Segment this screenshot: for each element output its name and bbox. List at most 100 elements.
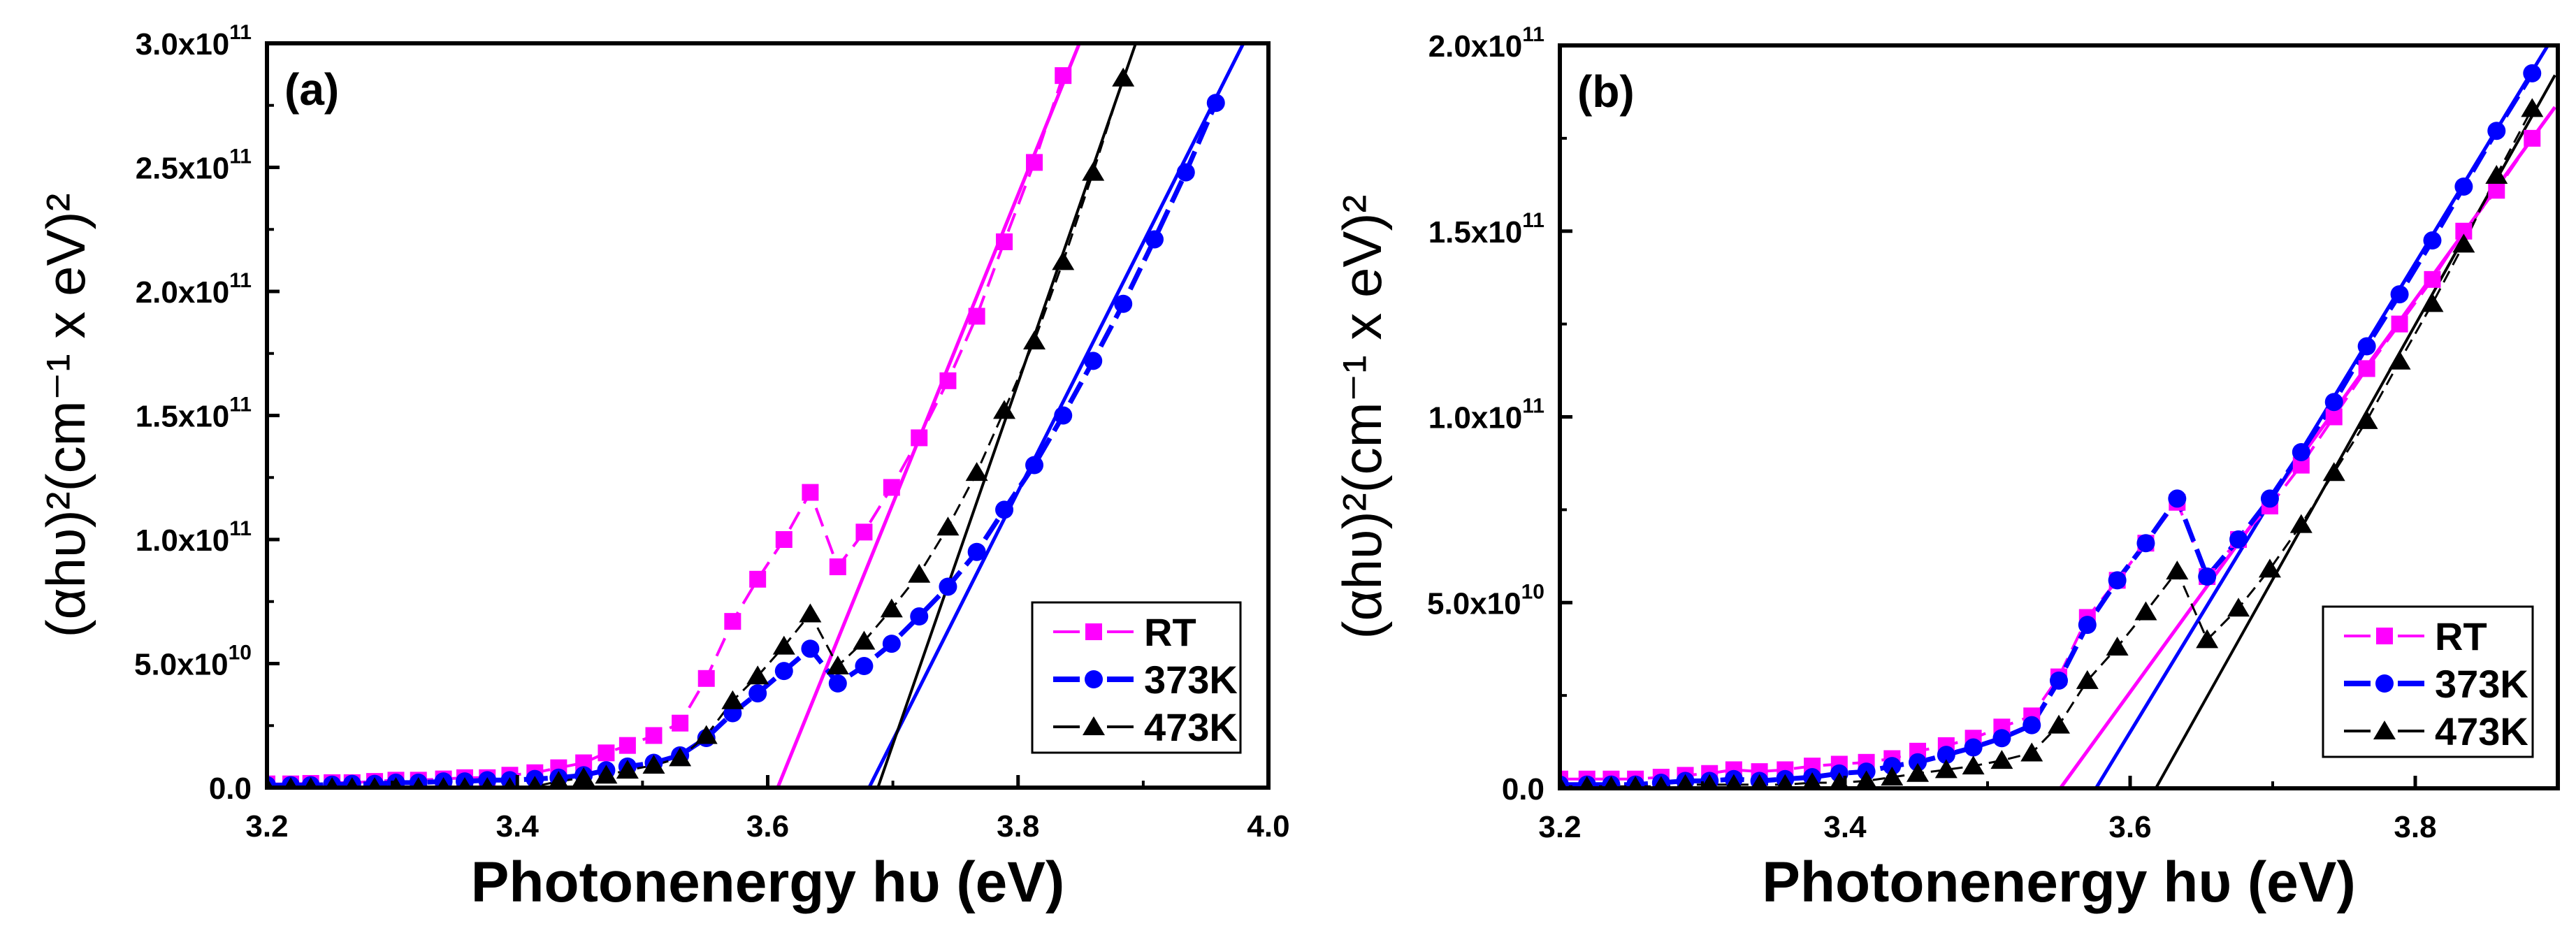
data-point-373k [1025, 456, 1044, 475]
y-tick-label: 2.0x1011 [136, 269, 252, 310]
y-tick-label: 2.5x1011 [136, 145, 252, 186]
data-point-473k [826, 656, 849, 675]
data-point-373k [1883, 757, 1902, 776]
data-point-373k [882, 635, 901, 653]
data-point-373k [1145, 230, 1164, 249]
data-point-473k [853, 630, 876, 650]
data-point-373k [2454, 177, 2473, 196]
data-point-473k [1082, 161, 1105, 181]
data-point-473k [746, 665, 769, 685]
legend-label: 473K [1144, 705, 1238, 749]
data-point-rt [996, 233, 1013, 250]
y-tick-label: 0.0 [209, 772, 252, 806]
data-point-473k [1677, 774, 1694, 788]
y-tick-mantissa: 1.5x10 [1428, 215, 1523, 249]
series-line-rt [267, 75, 1065, 786]
y-tick-mantissa: 2.0x10 [1428, 29, 1523, 64]
legend-label: 373K [2435, 662, 2528, 706]
y-tick-label: 3.0x1011 [136, 21, 252, 62]
y-tick-mantissa: 0.0 [1502, 772, 1544, 806]
data-point-473k [695, 725, 718, 744]
legend-label: 373K [1144, 658, 1238, 702]
data-point-473k [437, 777, 450, 788]
data-point-rt [802, 484, 819, 501]
y-tick-exponent: 11 [229, 269, 252, 292]
y-axis-label: (αhυ)²(cm⁻¹ x eV)² [35, 194, 96, 638]
data-point-rt [672, 714, 689, 732]
data-point-473k [1725, 774, 1742, 788]
data-point-rt [775, 531, 793, 548]
data-point-473k [1701, 774, 1718, 788]
data-point-rt [968, 308, 985, 325]
data-point-473k [528, 776, 542, 788]
data-point-373k [2229, 530, 2248, 549]
data-point-373k [1992, 729, 2011, 748]
legend-marker-triangle [1083, 716, 1105, 735]
y-tick-mantissa: 0.0 [209, 772, 252, 806]
data-point-rt [1026, 154, 1043, 171]
legend-item-rt: RT [2344, 614, 2487, 658]
data-point-473k [1579, 776, 1595, 788]
legend-item-473k: 473K [2344, 709, 2528, 753]
data-point-473k [2452, 233, 2475, 253]
x-tick-label: 3.6 [746, 809, 789, 844]
legend-label: RT [2435, 614, 2487, 658]
data-point-473k [2289, 514, 2313, 533]
data-point-473k [572, 767, 595, 786]
data-point-373k [2023, 716, 2041, 735]
data-point-473k [1802, 772, 1822, 788]
data-point-373k [2136, 534, 2155, 553]
legend-marker-triangle [2373, 721, 2396, 739]
data-point-473k [908, 563, 931, 583]
x-tick-label: 4.0 [1247, 809, 1289, 844]
legend-marker-circle [1085, 670, 1103, 688]
y-tick-label: 1.0x1011 [136, 517, 252, 558]
x-tick-label: 3.2 [245, 809, 288, 844]
data-point-373k [2423, 231, 2442, 250]
x-tick-label: 3.2 [1538, 810, 1581, 844]
data-point-rt [2424, 270, 2441, 288]
data-point-473k [880, 598, 903, 618]
plot-area [267, 43, 1245, 788]
y-tick-exponent: 11 [229, 393, 252, 417]
data-point-373k [1084, 352, 1103, 370]
data-point-473k [2134, 601, 2157, 621]
data-point-473k [772, 635, 795, 655]
x-axis-label: Photonenergy hυ (eV) [471, 851, 1065, 914]
y-tick-mantissa: 5.0x10 [1427, 586, 1521, 621]
data-point-rt [1055, 67, 1072, 85]
data-point-473k [1052, 251, 1075, 270]
data-point-473k [2421, 293, 2444, 312]
data-point-473k [2521, 98, 2544, 117]
x-tick-label: 3.6 [2108, 810, 2151, 844]
y-tick-exponent: 11 [1522, 23, 1544, 46]
y-tick-label: 2.0x1011 [1428, 23, 1544, 64]
data-point-rt [855, 523, 873, 541]
data-point-373k [1176, 163, 1195, 182]
data-point-473k [616, 760, 639, 779]
legend-item-473k: 473K [1053, 705, 1238, 749]
y-tick-label: 5.0x1010 [134, 642, 252, 682]
data-point-473k [284, 777, 297, 788]
data-point-473k [595, 765, 618, 784]
data-point-373k [2523, 64, 2542, 82]
data-point-373k [748, 684, 767, 703]
data-point-rt [2524, 129, 2541, 147]
series-line-473k [267, 78, 1124, 788]
data-point-rt [2358, 360, 2375, 377]
y-tick-mantissa: 1.0x10 [1428, 401, 1523, 435]
legend-item-rt: RT [1053, 610, 1196, 654]
data-point-473k [304, 777, 317, 788]
data-point-373k [855, 657, 874, 676]
data-point-473k [549, 771, 569, 788]
y-tick-mantissa: 1.5x10 [136, 400, 230, 434]
data-point-473k [2388, 350, 2411, 370]
data-point-473k [1628, 776, 1643, 788]
data-point-473k [1990, 750, 2013, 769]
data-point-473k [2020, 742, 2043, 762]
data-point-473k [1751, 774, 1768, 788]
y-tick-exponent: 10 [1521, 580, 1544, 603]
data-point-rt [598, 744, 615, 762]
